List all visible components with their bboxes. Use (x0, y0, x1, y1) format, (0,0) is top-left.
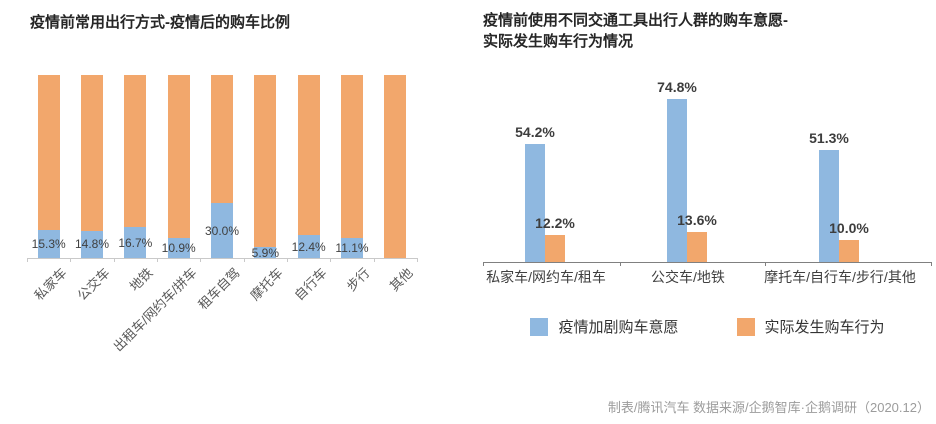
bar-value-label: 74.8% (657, 79, 697, 96)
bar-actual-orange (687, 232, 707, 262)
source-note: 制表/腾讯汽车 数据来源/企鹅智库·企鹅调研（2020.12） (607, 400, 930, 415)
left-chart-title: 疫情前常用出行方式-疫情后的购车比例 (30, 14, 290, 31)
bar-purchase-segment (167, 238, 190, 258)
x-axis-tick (200, 258, 202, 262)
bar-intent-blue (667, 99, 687, 262)
right-chart-title-line1: 疫情前使用不同交通工具出行人群的购车意愿- (483, 12, 788, 29)
bar-value-label: 16.7% (118, 235, 153, 250)
bar-intent-blue (819, 150, 839, 262)
x-axis-tick (931, 262, 932, 266)
x-axis-tick (765, 262, 766, 266)
x-axis-tick (330, 258, 332, 262)
x-axis-tick (417, 258, 418, 262)
bar-value-label: 11.1% (335, 240, 369, 255)
bar-value-label: 51.3% (809, 130, 849, 147)
bar-remainder-segment (124, 75, 147, 258)
legend-label: 疫情加剧购车意愿 (558, 319, 679, 336)
bar-remainder-segment (341, 75, 363, 258)
bar-purchase-segment (254, 247, 277, 258)
bar-value-label: 54.2% (515, 123, 555, 140)
bar-actual-orange (545, 235, 565, 262)
bar-purchase-segment (341, 237, 363, 258)
bar-value-label: 12.4% (291, 239, 326, 254)
bar-remainder-segment (297, 75, 320, 258)
bar-remainder-segment (384, 75, 407, 258)
x-axis-line (27, 258, 417, 259)
legend-swatch-orange (736, 317, 755, 336)
bar-value-label: 14.8% (74, 237, 110, 252)
bar-intent-blue (525, 143, 545, 262)
right-chart-plot-area: 54.2% 12.2% 私家车/网约车/租车 74.8% 13.6% 公交车/地铁 51.3… (483, 79, 932, 285)
x-axis-tick (70, 258, 72, 262)
legend-item: 疫情加剧购车意愿 (530, 316, 679, 337)
bar-value-label: 30.0% (204, 223, 240, 238)
bar-remainder-segment (37, 75, 60, 258)
category-label: 私家车/网约车/租车 (486, 269, 606, 285)
bar-value-label: 10.0% (829, 220, 869, 237)
bar-purchase-segment (211, 203, 233, 258)
right-chart-legend: 疫情加剧购车意愿 实际发生购车行为 (483, 316, 932, 337)
x-axis-tick (483, 262, 484, 266)
category-label: 摩托车/自行车/步行/其他 (764, 269, 916, 285)
right-chart-title: 疫情前使用不同交通工具出行人群的购车意愿- 实际发生购车行为情况 (483, 10, 788, 52)
left-chart-plot-area: 15.3% 私家车 14.8% 公交车 16.7% 地铁 10.9% 出租车/网约车/拼车 30… (27, 75, 418, 354)
bar-purchase-segment (37, 230, 60, 258)
x-axis-tick (373, 258, 375, 262)
category-label: 公交车/地铁 (651, 269, 725, 285)
bar-purchase-segment (297, 235, 320, 258)
x-axis-tick (157, 258, 158, 262)
bar-purchase-segment (81, 230, 103, 258)
x-axis-line (483, 262, 932, 263)
bar-purchase-segment (124, 227, 147, 258)
bar-remainder-segment (81, 75, 103, 258)
legend-label: 实际发生购车行为 (764, 319, 885, 336)
x-axis-tick (243, 258, 245, 262)
x-axis-tick (287, 258, 288, 262)
bar-remainder-segment (254, 75, 277, 258)
bar-actual-orange (839, 240, 859, 262)
bar-value-label: 12.2% (535, 215, 575, 232)
x-axis-tick (27, 258, 28, 262)
legend-swatch-blue (530, 317, 549, 336)
bar-value-label: 10.9% (161, 241, 196, 256)
bar-remainder-segment (167, 75, 190, 258)
right-chart-title-line2: 实际发生购车行为情况 (483, 33, 634, 50)
bar-value-label: 5.9% (251, 245, 279, 260)
x-axis-tick (620, 262, 621, 266)
legend-item: 实际发生购车行为 (736, 316, 885, 337)
bar-value-label: 15.3% (31, 237, 66, 251)
x-axis-tick (113, 258, 115, 262)
bar-value-label: 13.6% (677, 212, 717, 229)
